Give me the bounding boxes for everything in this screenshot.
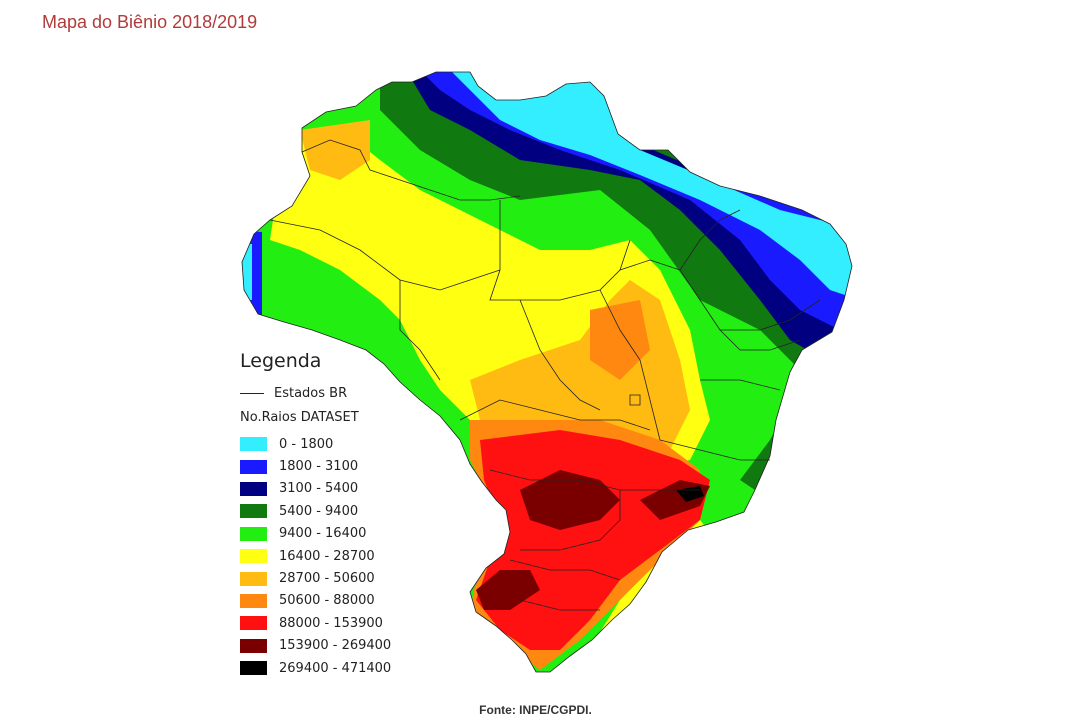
lightning-density-map bbox=[220, 60, 860, 700]
dataset-label: No.Raios DATASET bbox=[240, 410, 359, 425]
boundary-label: Estados BR bbox=[274, 386, 348, 401]
legend-item: 153900 - 269400 bbox=[240, 635, 391, 657]
legend-color-swatch bbox=[240, 571, 267, 586]
legend-item: 88000 - 153900 bbox=[240, 612, 391, 634]
legend-color-swatch bbox=[240, 616, 267, 631]
legend-item-label: 269400 - 471400 bbox=[279, 660, 392, 676]
legend-item-label: 153900 - 269400 bbox=[279, 638, 392, 654]
legend-item-label: 5400 - 9400 bbox=[279, 503, 359, 519]
legend-panel: Legenda Estados BR No.Raios DATASET 0 - … bbox=[240, 350, 391, 679]
legend-color-swatch bbox=[240, 661, 267, 676]
legend-color-swatch bbox=[240, 526, 267, 541]
page-title: Mapa do Biênio 2018/2019 bbox=[42, 12, 258, 32]
legend-item-label: 88000 - 153900 bbox=[279, 615, 383, 631]
legend-item-label: 28700 - 50600 bbox=[279, 571, 375, 587]
source-note: Fonte: INPE/CGPDI. bbox=[479, 703, 592, 717]
legend-item-label: 0 - 1800 bbox=[279, 436, 334, 452]
legend-classes: 0 - 1800 1800 - 3100 3100 - 5400 5400 - 940… bbox=[240, 433, 391, 679]
legend-item: 28700 - 50600 bbox=[240, 567, 391, 589]
legend-title: Legenda bbox=[240, 350, 322, 372]
legend-item: 5400 - 9400 bbox=[240, 500, 391, 522]
brazil-map-svg bbox=[241, 71, 853, 673]
legend-item-label: 16400 - 28700 bbox=[279, 548, 375, 564]
legend-item: 0 - 1800 bbox=[240, 433, 391, 455]
legend-color-swatch bbox=[240, 459, 267, 474]
legend-item: 16400 - 28700 bbox=[240, 545, 391, 567]
legend-item-label: 50600 - 88000 bbox=[279, 593, 375, 609]
legend-item: 1800 - 3100 bbox=[240, 455, 391, 477]
legend-item-label: 3100 - 5400 bbox=[279, 481, 359, 497]
legend-color-swatch bbox=[240, 504, 267, 519]
legend-item: 9400 - 16400 bbox=[240, 523, 391, 545]
legend-boundary-row: Estados BR bbox=[240, 386, 391, 401]
state-boundaries bbox=[241, 71, 853, 673]
legend-color-swatch bbox=[240, 638, 267, 653]
legend-color-swatch bbox=[240, 593, 267, 608]
legend-item: 269400 - 471400 bbox=[240, 657, 391, 679]
legend-item: 3100 - 5400 bbox=[240, 478, 391, 500]
legend-item-label: 1800 - 3100 bbox=[279, 459, 359, 475]
legend-color-swatch bbox=[240, 437, 267, 452]
boundary-line-swatch bbox=[240, 393, 264, 394]
legend-item-label: 9400 - 16400 bbox=[279, 526, 367, 542]
legend-item: 50600 - 88000 bbox=[240, 590, 391, 612]
legend-color-swatch bbox=[240, 481, 267, 496]
legend-color-swatch bbox=[240, 549, 267, 564]
